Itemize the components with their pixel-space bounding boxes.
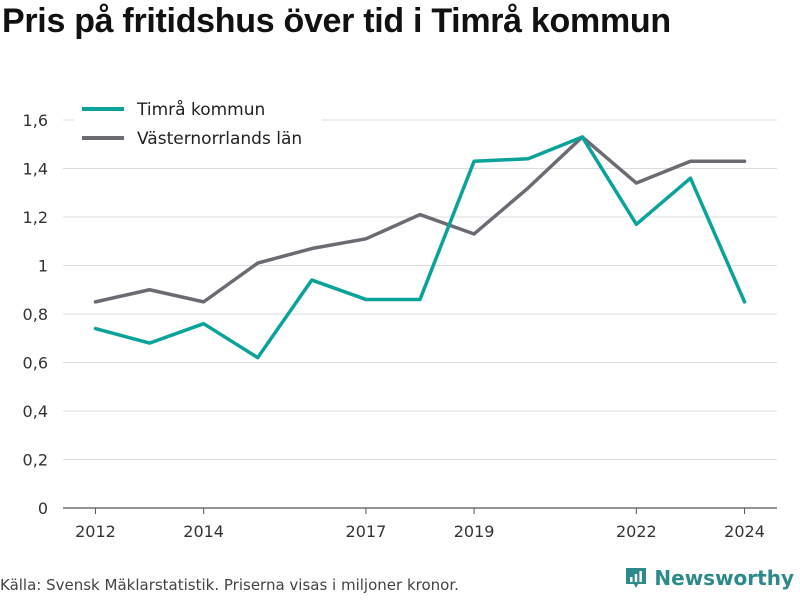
source-note: Källa: Svensk Mäklarstatistik. Priserna … (0, 576, 459, 594)
legend-label: Timrå kommun (136, 99, 265, 120)
series-line-1 (93, 135, 747, 360)
bar-chart-logo-icon (626, 568, 647, 588)
series-lines (93, 135, 747, 360)
y-tick-label: 0,2 (23, 451, 48, 470)
x-tick-label: 2017 (346, 522, 387, 541)
y-tick-label: 0,4 (23, 402, 48, 421)
y-tick-label: 0 (38, 499, 48, 518)
x-tick-label: 2024 (724, 522, 765, 541)
y-tick-label: 1 (38, 257, 48, 276)
y-tick-label: 0,8 (23, 305, 48, 324)
y-tick-label: 1,6 (23, 111, 48, 130)
y-axis-ticks: 0 0,2 0,4 0,6 0,8 1 1,2 1,4 1,6 (23, 111, 48, 518)
legend: Timrå kommun Västernorrlands län (74, 93, 322, 155)
brand-name: Newsworthy (654, 566, 794, 590)
x-tick-label: 2014 (183, 522, 224, 541)
brand-logo: Newsworthy (624, 566, 794, 590)
x-tick-label: 2019 (454, 522, 495, 541)
x-tick-label: 2022 (616, 522, 657, 541)
y-tick-label: 0,6 (23, 354, 48, 373)
series-line-2 (93, 135, 747, 304)
y-tick-label: 1,4 (23, 160, 48, 179)
x-axis-ticks: 2012 2014 2017 2019 2022 2024 (75, 508, 765, 541)
chart-title: Pris på fritidshus över tid i Timrå komm… (2, 2, 671, 40)
legend-label: Västernorrlands län (137, 129, 302, 149)
legend-background (74, 93, 322, 155)
grid-lines (63, 119, 777, 509)
x-tick-label: 2012 (75, 522, 116, 541)
y-tick-label: 1,2 (23, 208, 48, 227)
